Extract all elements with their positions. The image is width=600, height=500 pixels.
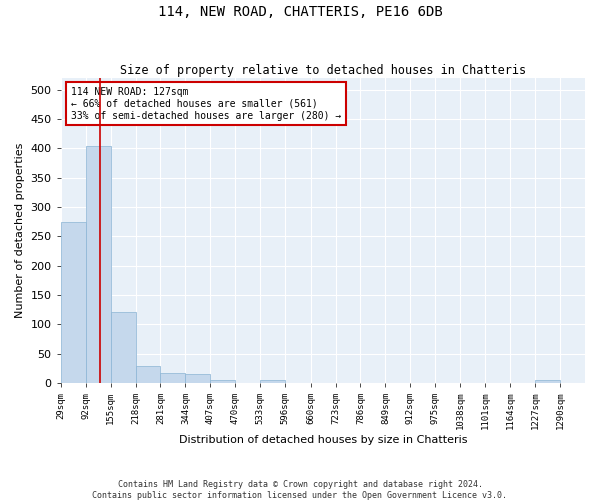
- Bar: [86, 146, 110, 383]
- Bar: [136, 366, 160, 383]
- Bar: [110, 312, 136, 383]
- Text: 114, NEW ROAD, CHATTERIS, PE16 6DB: 114, NEW ROAD, CHATTERIS, PE16 6DB: [158, 5, 442, 19]
- Bar: [185, 374, 211, 383]
- Title: Size of property relative to detached houses in Chatteris: Size of property relative to detached ho…: [120, 64, 526, 77]
- Bar: [535, 380, 560, 383]
- Text: 114 NEW ROAD: 127sqm
← 66% of detached houses are smaller (561)
33% of semi-deta: 114 NEW ROAD: 127sqm ← 66% of detached h…: [71, 88, 341, 120]
- Bar: [61, 222, 86, 383]
- Text: Contains HM Land Registry data © Crown copyright and database right 2024.
Contai: Contains HM Land Registry data © Crown c…: [92, 480, 508, 500]
- X-axis label: Distribution of detached houses by size in Chatteris: Distribution of detached houses by size …: [179, 435, 467, 445]
- Bar: [160, 374, 185, 383]
- Bar: [260, 380, 285, 383]
- Y-axis label: Number of detached properties: Number of detached properties: [15, 143, 25, 318]
- Bar: [211, 380, 235, 383]
